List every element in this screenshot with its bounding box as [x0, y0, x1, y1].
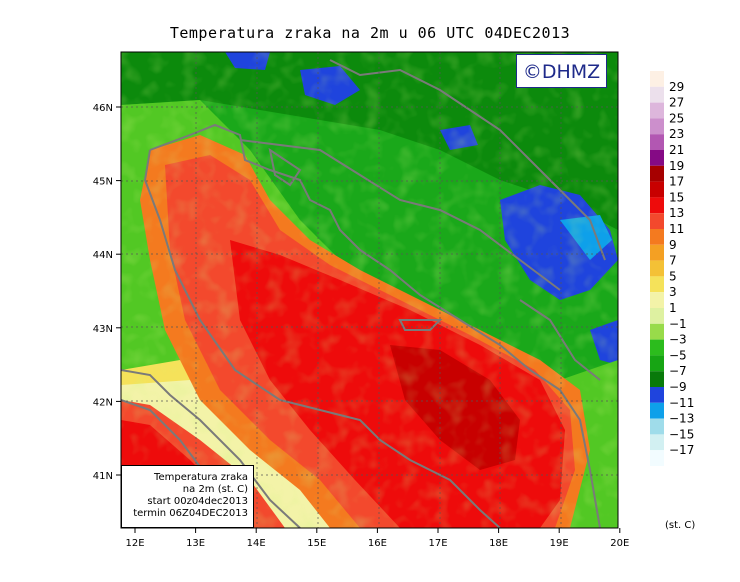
colorbar-label: 7 [669, 254, 677, 268]
info-line-3: start 00z04dec2013 [147, 496, 248, 507]
lon-tick-label: 17E [428, 538, 447, 549]
colorbar-swatch [650, 181, 664, 198]
colorbar-label: 15 [669, 190, 684, 204]
coastline [121, 59, 606, 528]
colorbar-label: −9 [669, 380, 687, 394]
lat-axis: 46N 45N 44N 43N 42N 41N [93, 103, 121, 482]
colorbar-swatch [650, 260, 664, 277]
map-frame [120, 51, 619, 529]
colorbar-swatch [650, 118, 664, 135]
lon-tick-label: 18E [489, 538, 508, 549]
colorbar-swatch [650, 371, 664, 387]
colorbar-label: 5 [669, 269, 677, 283]
lon-tick-label: 19E [550, 538, 569, 549]
colorbar-label: 21 [669, 143, 684, 157]
colorbar-swatch [650, 229, 664, 245]
colorbar-label: 19 [669, 159, 684, 173]
colorbar-label: −7 [669, 364, 687, 378]
colorbar-label: −11 [669, 396, 694, 410]
colorbar-swatch [650, 323, 664, 340]
colorbar-swatch [650, 355, 664, 372]
colorbar-swatch [650, 450, 664, 466]
colorbar-swatch [650, 150, 664, 166]
colorbar-swatch [650, 418, 664, 435]
lat-tick-label: 45N [93, 177, 113, 188]
colorbar-label: 27 [669, 96, 684, 110]
dhmz-logo: ©DHMZ [516, 54, 607, 88]
colorbar-swatch [650, 86, 664, 103]
colorbar-swatch [650, 213, 664, 229]
colorbar-label: 29 [669, 80, 684, 94]
map-title: Temperatura zraka na 2m u 06 UTC 04DEC20… [169, 24, 571, 42]
colorbar-label: 17 [669, 175, 684, 189]
colorbar-label: 1 [669, 301, 677, 315]
colorbar-swatch [650, 292, 664, 308]
lon-tick-label: 12E [125, 538, 144, 549]
colorbar-label: −5 [669, 348, 687, 362]
lat-tick-label: 43N [93, 324, 113, 335]
info-line-2: na 2m (st. C) [182, 484, 248, 495]
colorbar-swatch [650, 165, 664, 182]
colorbar-label: −3 [669, 333, 687, 347]
colorbar-swatch [650, 387, 664, 403]
lat-tick-label: 42N [93, 397, 113, 408]
lon-tick-label: 20E [610, 538, 629, 549]
colorbar-swatch [650, 308, 664, 324]
colorbar-label: 13 [669, 206, 684, 220]
colorbar-swatch [650, 434, 664, 451]
info-line-1: Temperatura zraka [154, 472, 248, 483]
colorbar-label: −15 [669, 427, 694, 441]
colorbar-label: 23 [669, 127, 684, 141]
colorbar-swatch [650, 197, 664, 214]
colorbar-unit: (st. C) [665, 520, 695, 531]
colorbar-label: −13 [669, 412, 694, 426]
info-line-4: termin 06Z04DEC2013 [133, 508, 248, 519]
info-box: Temperatura zraka na 2m (st. C) start 00… [121, 465, 254, 528]
lat-tick-label: 44N [93, 250, 113, 261]
colorbar-label: −17 [669, 443, 694, 457]
lon-tick-label: 15E [307, 538, 326, 549]
lat-tick-label: 41N [93, 471, 113, 482]
lon-tick-label: 14E [247, 538, 266, 549]
colorbar-swatch [650, 244, 664, 261]
colorbar-label: −1 [669, 317, 687, 331]
colorbar-label: 11 [669, 222, 684, 236]
lon-axis: 12E 13E 14E 15E 16E 17E 18E 19E 20E [125, 528, 629, 549]
graticule [121, 52, 618, 528]
lon-tick-label: 13E [186, 538, 205, 549]
colorbar-label: 3 [669, 285, 677, 299]
colorbar-swatch [650, 102, 664, 119]
map-field [121, 52, 618, 528]
colorbar-swatch [650, 134, 664, 150]
colorbar-label: 25 [669, 111, 684, 125]
lat-tick-label: 46N [93, 103, 113, 114]
lon-tick-label: 16E [368, 538, 387, 549]
colorbar-swatch [650, 402, 664, 419]
colorbar-swatch [650, 339, 664, 356]
colorbar-swatch [650, 276, 664, 293]
colorbar-swatch [650, 71, 664, 87]
colorbar-label: 9 [669, 238, 677, 252]
